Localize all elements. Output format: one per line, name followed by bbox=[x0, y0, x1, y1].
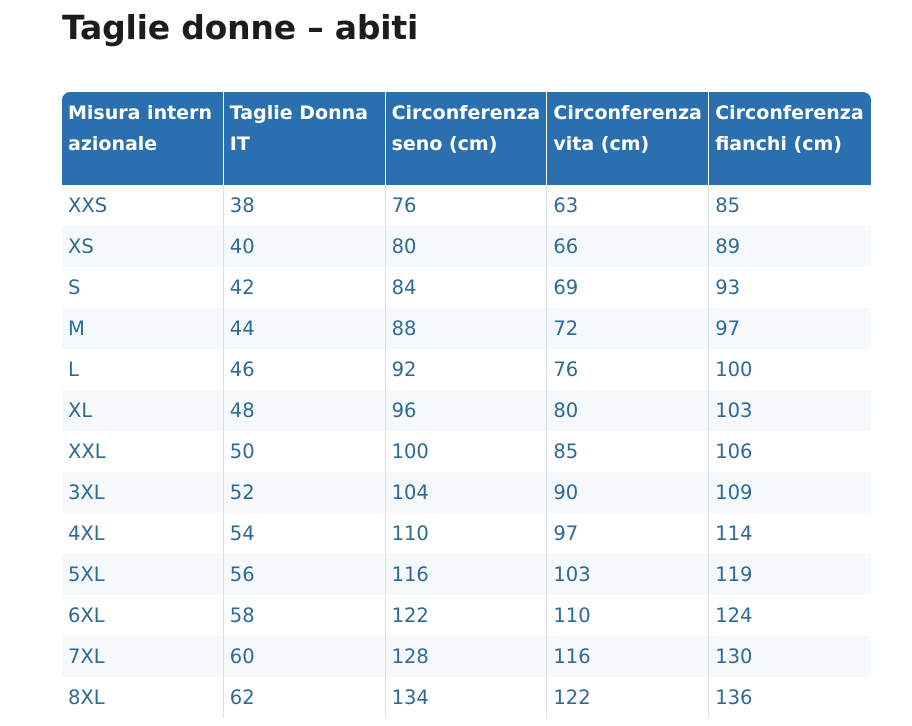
header-international-size: Misura internazionale bbox=[62, 92, 224, 185]
cell-hips: 89 bbox=[709, 226, 871, 267]
cell-international-size: XS bbox=[62, 226, 224, 267]
header-waist: Circonferenza vita (cm) bbox=[547, 92, 710, 185]
table-row: 7XL 60 128 116 130 bbox=[62, 636, 871, 677]
cell-bust: 76 bbox=[385, 185, 548, 226]
cell-international-size: 3XL bbox=[62, 472, 224, 513]
cell-waist: 85 bbox=[547, 431, 710, 472]
cell-it-size: 42 bbox=[223, 267, 386, 308]
table-row: 3XL 52 104 90 109 bbox=[62, 472, 871, 513]
table-row: 4XL 54 110 97 114 bbox=[62, 513, 871, 554]
cell-waist: 76 bbox=[547, 349, 710, 390]
cell-hips: 85 bbox=[709, 185, 871, 226]
cell-international-size: 5XL bbox=[62, 554, 224, 595]
cell-hips: 119 bbox=[709, 554, 871, 595]
cell-hips: 97 bbox=[709, 308, 871, 349]
cell-hips: 109 bbox=[709, 472, 871, 513]
cell-bust: 122 bbox=[385, 595, 548, 636]
table-row: XXL 50 100 85 106 bbox=[62, 431, 871, 472]
table-row: M 44 88 72 97 bbox=[62, 308, 871, 349]
cell-international-size: 4XL bbox=[62, 513, 224, 554]
cell-hips: 136 bbox=[709, 677, 871, 718]
cell-waist: 90 bbox=[547, 472, 710, 513]
header-it-size: Taglie Donna IT bbox=[223, 92, 386, 185]
cell-hips: 93 bbox=[709, 267, 871, 308]
cell-bust: 116 bbox=[385, 554, 548, 595]
size-table: Misura internazionale Taglie Donna IT Ci… bbox=[62, 92, 871, 718]
table-row: S 42 84 69 93 bbox=[62, 267, 871, 308]
table-row: XXS 38 76 63 85 bbox=[62, 185, 871, 226]
header-bust: Circonferenza seno (cm) bbox=[385, 92, 548, 185]
cell-hips: 130 bbox=[709, 636, 871, 677]
table-header: Misura internazionale Taglie Donna IT Ci… bbox=[62, 92, 871, 185]
page-title: Taglie donne – abiti bbox=[62, 8, 419, 47]
cell-international-size: S bbox=[62, 267, 224, 308]
cell-waist: 97 bbox=[547, 513, 710, 554]
cell-it-size: 58 bbox=[223, 595, 386, 636]
table-row: XL 48 96 80 103 bbox=[62, 390, 871, 431]
table-row: XS 40 80 66 89 bbox=[62, 226, 871, 267]
cell-international-size: XXS bbox=[62, 185, 224, 226]
cell-it-size: 40 bbox=[223, 226, 386, 267]
table-row: 6XL 58 122 110 124 bbox=[62, 595, 871, 636]
cell-hips: 124 bbox=[709, 595, 871, 636]
cell-international-size: 7XL bbox=[62, 636, 224, 677]
cell-waist: 122 bbox=[547, 677, 710, 718]
cell-international-size: L bbox=[62, 349, 224, 390]
cell-waist: 80 bbox=[547, 390, 710, 431]
table-body: XXS 38 76 63 85 XS 40 80 66 89 S 42 84 69 93 M 44 88 72 97 L… bbox=[62, 185, 871, 718]
cell-bust: 80 bbox=[385, 226, 548, 267]
cell-it-size: 60 bbox=[223, 636, 386, 677]
cell-bust: 104 bbox=[385, 472, 548, 513]
cell-it-size: 62 bbox=[223, 677, 386, 718]
cell-international-size: XL bbox=[62, 390, 224, 431]
table-row: L 46 92 76 100 bbox=[62, 349, 871, 390]
cell-international-size: 8XL bbox=[62, 677, 224, 718]
cell-international-size: 6XL bbox=[62, 595, 224, 636]
table-row: 8XL 62 134 122 136 bbox=[62, 677, 871, 718]
cell-it-size: 38 bbox=[223, 185, 386, 226]
cell-bust: 84 bbox=[385, 267, 548, 308]
cell-bust: 134 bbox=[385, 677, 548, 718]
cell-bust: 128 bbox=[385, 636, 548, 677]
cell-hips: 103 bbox=[709, 390, 871, 431]
cell-waist: 116 bbox=[547, 636, 710, 677]
cell-bust: 96 bbox=[385, 390, 548, 431]
cell-hips: 114 bbox=[709, 513, 871, 554]
cell-bust: 100 bbox=[385, 431, 548, 472]
cell-hips: 106 bbox=[709, 431, 871, 472]
cell-international-size: M bbox=[62, 308, 224, 349]
cell-waist: 72 bbox=[547, 308, 710, 349]
cell-it-size: 56 bbox=[223, 554, 386, 595]
cell-it-size: 44 bbox=[223, 308, 386, 349]
cell-waist: 69 bbox=[547, 267, 710, 308]
header-hips: Circonferenza fianchi (cm) bbox=[709, 92, 871, 185]
cell-hips: 100 bbox=[709, 349, 871, 390]
cell-bust: 88 bbox=[385, 308, 548, 349]
table-header-row: Misura internazionale Taglie Donna IT Ci… bbox=[62, 92, 871, 185]
cell-it-size: 52 bbox=[223, 472, 386, 513]
cell-waist: 63 bbox=[547, 185, 710, 226]
cell-it-size: 46 bbox=[223, 349, 386, 390]
cell-international-size: XXL bbox=[62, 431, 224, 472]
cell-it-size: 50 bbox=[223, 431, 386, 472]
cell-it-size: 48 bbox=[223, 390, 386, 431]
cell-waist: 110 bbox=[547, 595, 710, 636]
cell-waist: 66 bbox=[547, 226, 710, 267]
cell-bust: 110 bbox=[385, 513, 548, 554]
cell-it-size: 54 bbox=[223, 513, 386, 554]
cell-bust: 92 bbox=[385, 349, 548, 390]
cell-waist: 103 bbox=[547, 554, 710, 595]
table-row: 5XL 56 116 103 119 bbox=[62, 554, 871, 595]
